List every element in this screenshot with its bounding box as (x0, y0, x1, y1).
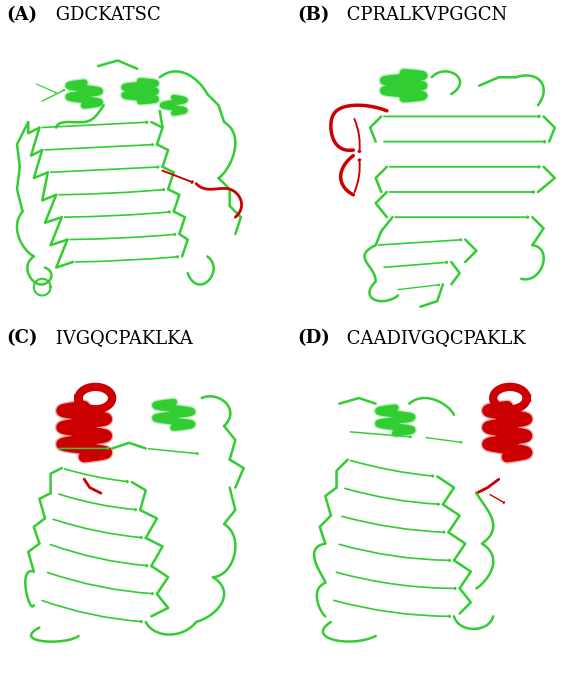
Text: (C): (C) (6, 329, 37, 347)
Text: (D): (D) (297, 329, 330, 347)
Text: (A): (A) (6, 6, 37, 24)
Text: CPRALKVPGGCN: CPRALKVPGGCN (341, 6, 507, 24)
Text: IVGQCPAKLKA: IVGQCPAKLKA (50, 329, 192, 347)
Text: CAADIVGQCPAKLK: CAADIVGQCPAKLK (341, 329, 526, 347)
Text: (B): (B) (297, 6, 330, 24)
Text: GDCKATSC: GDCKATSC (50, 6, 160, 24)
